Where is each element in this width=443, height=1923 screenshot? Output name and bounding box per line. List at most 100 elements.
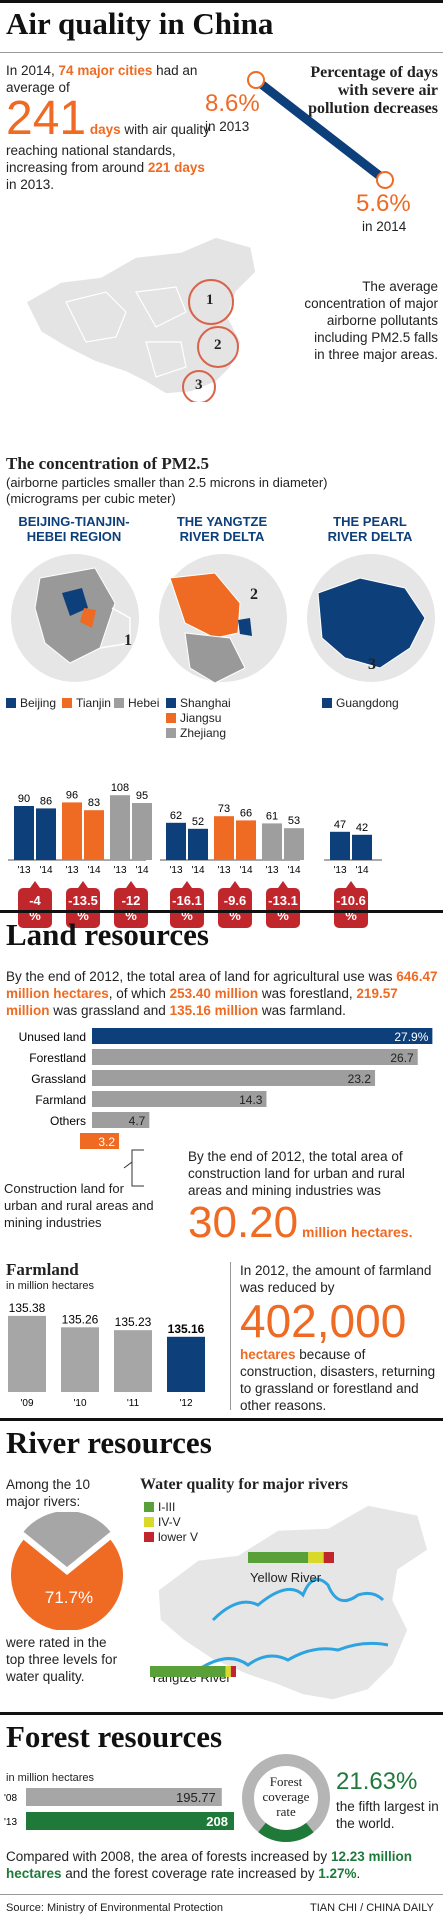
point-2014 xyxy=(376,171,394,189)
forest-title: Forest resources xyxy=(6,1719,223,1754)
legend-tianjin: Tianjin xyxy=(62,696,111,710)
pm-tick-label: '14 xyxy=(135,865,148,876)
farmland-tick-label: '09 xyxy=(20,1398,33,1409)
divider-vertical xyxy=(230,1262,231,1410)
days-big: 241 xyxy=(6,92,87,145)
pm-tick-label: '13 xyxy=(169,865,182,876)
pm-bar-tianjin-1 xyxy=(84,810,104,860)
forest-unit: in million hectares xyxy=(6,1772,95,1784)
farmland-value-label: 135.23 xyxy=(115,1315,152,1329)
gauge-text: Forest coverage rate xyxy=(262,1774,310,1819)
land-title: Land resources xyxy=(6,917,209,952)
region-maps xyxy=(11,554,435,684)
river-among: Among the 10 major rivers: xyxy=(6,1477,91,1509)
region-num-1: 1 xyxy=(124,632,132,649)
pm-tick-label: '13 xyxy=(265,865,278,876)
river-quality-pie xyxy=(11,1512,123,1630)
farmland-title: Farmland xyxy=(6,1260,79,1279)
region-title-1: BEIJING-TIANJIN- HEBEI REGION xyxy=(18,514,130,544)
land-value-label: 26.7 xyxy=(390,1051,414,1065)
wq-bar-1-0 xyxy=(150,1666,226,1677)
pm-bar-hebei-0 xyxy=(110,795,130,860)
wq-bar-1-1 xyxy=(225,1666,231,1677)
land-rule xyxy=(0,910,443,913)
land-bar-4 xyxy=(92,1112,150,1128)
pm-title: The concentration of PM2.5 xyxy=(6,454,210,473)
river-pie-slice-1 xyxy=(23,1512,111,1567)
farmland-value-label: 135.16 xyxy=(168,1322,205,1336)
farmland-tick-label: '10 xyxy=(73,1398,86,1409)
wq-title: Water quality for major rivers xyxy=(140,1476,348,1493)
land-category-label: Forestland xyxy=(29,1051,86,1065)
river-rated: were rated in the top three levels for w… xyxy=(6,1635,118,1684)
footer-credit: TIAN CHI / CHINA DAILY xyxy=(310,1902,434,1914)
wq-legend-item: I-III xyxy=(144,1500,175,1514)
pm-tick-label: '14 xyxy=(87,865,100,876)
pm-bar-guangdong-0 xyxy=(330,831,350,860)
construction-total: 30.20 million hectares. xyxy=(188,1198,413,1247)
legend-jiangsu: Jiangsu xyxy=(166,711,221,725)
pm-change-badge: -10.6% xyxy=(334,881,368,928)
pm-change-badge: -16.1% xyxy=(170,881,204,928)
farmland-tick-label: '11 xyxy=(127,1398,140,1409)
severe-2014-value: 5.6% xyxy=(356,190,411,217)
map-label-3: 3 xyxy=(195,377,203,393)
pm-value-label: 108 xyxy=(111,782,129,794)
land-bar-5 xyxy=(80,1133,120,1149)
title-underline xyxy=(0,52,443,53)
pm-subtitle-2: (micrograms per cubic meter) xyxy=(6,491,176,506)
wq-legend-item: IV-V xyxy=(144,1515,181,1529)
land-intro: By the end of 2012, the total area of la… xyxy=(6,969,438,1018)
legend-hebei: Hebei xyxy=(114,696,159,710)
pm-bar-tianjin-0 xyxy=(62,802,82,860)
pm-bar-beijing-0 xyxy=(14,806,34,860)
farmland-unit: in million hectares xyxy=(6,1280,95,1292)
region-num-2: 2 xyxy=(250,586,258,603)
top-rule xyxy=(0,0,443,3)
region-title-2: THE YANGTZE RIVER DELTA xyxy=(176,514,268,544)
pm-value-label: 90 xyxy=(18,793,30,805)
farmland-bar-2 xyxy=(114,1330,152,1392)
river-pct: 71.7% xyxy=(44,1588,94,1607)
pm-change-badge: -9.6% xyxy=(218,881,252,928)
pm-bar-guangdong-1 xyxy=(352,834,372,860)
wq-bar-0-0 xyxy=(248,1552,309,1563)
land-value-label: 27.9% xyxy=(394,1030,428,1044)
construction-note: By the end of 2012, the total area of co… xyxy=(188,1149,405,1198)
pm-bar-shanghai-1 xyxy=(188,828,208,860)
wq-bar-0-2 xyxy=(323,1552,334,1563)
farmland-value-label: 135.26 xyxy=(62,1312,99,1326)
pm-tick-label: '14 xyxy=(355,865,368,876)
construction-label: Construction land for urban and rural ar… xyxy=(4,1181,154,1230)
legend-shanghai: Shanghai xyxy=(166,696,231,710)
land-category-label: Farmland xyxy=(35,1093,86,1107)
pm-value-label: 42 xyxy=(356,822,368,834)
map-label-1: 1 xyxy=(206,292,214,308)
severe-2014-year: in 2014 xyxy=(362,219,407,234)
severe-title: Percentage of days with severe air pollu… xyxy=(308,64,438,117)
pm-value-label: 61 xyxy=(266,810,278,822)
map-label-2: 2 xyxy=(214,337,222,353)
pm-tick-label: '14 xyxy=(39,865,52,876)
point-2013 xyxy=(247,71,265,89)
pm-tick-label: '13 xyxy=(17,865,30,876)
china-map-air xyxy=(25,236,257,402)
pm-value-label: 53 xyxy=(288,815,300,827)
region-num-3: 3 xyxy=(368,656,376,673)
river-rule xyxy=(0,1418,443,1421)
pm-change-badge: -13.5% xyxy=(66,881,100,928)
pm-bar-zhejiang-0 xyxy=(262,823,282,860)
forest-bar-1 xyxy=(26,1812,234,1830)
forest-rule xyxy=(0,1712,443,1715)
pm-change-badge: -13.1% xyxy=(266,881,300,928)
pm-value-label: 95 xyxy=(136,790,148,802)
pm25-bar-chart: 90 '13 86 '14 96 '13 83 '14 108 '13 95 '14 62 '13 52 '1… xyxy=(8,782,382,876)
pm-tick-label: '13 xyxy=(217,865,230,876)
forest-compare: Compared with 2008, the area of forests … xyxy=(6,1849,412,1881)
pm-tick-label: '13 xyxy=(65,865,78,876)
farmland-bar-chart: 135.38 '09 135.26 '10 135.23 '11 135.16 '12 xyxy=(8,1301,205,1409)
farmland-value-label: 135.38 xyxy=(9,1301,46,1315)
wq-legend-item: lower V xyxy=(144,1530,198,1544)
air-quality-title: Air quality in China xyxy=(6,6,274,41)
pm-bar-hebei-1 xyxy=(132,803,152,860)
